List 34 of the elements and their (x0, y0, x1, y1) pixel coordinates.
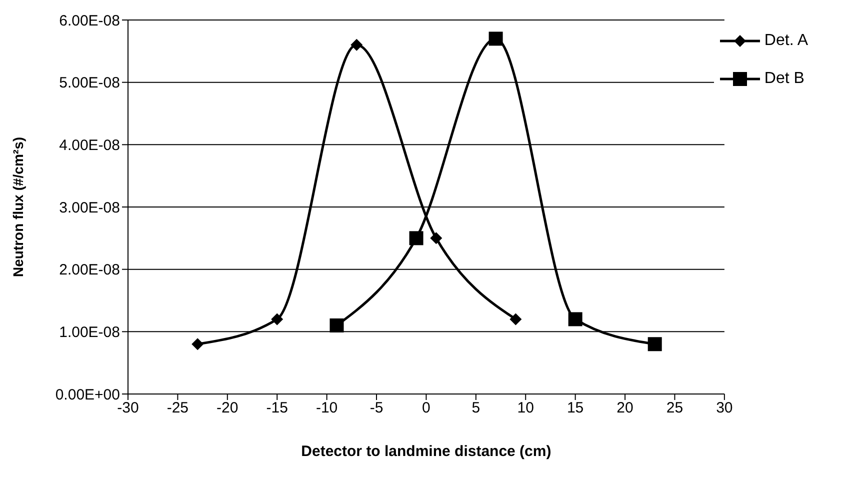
x-tick-label: 20 (616, 400, 634, 417)
y-tick-label: 6.00E-08 (59, 12, 120, 30)
point (330, 318, 344, 332)
point (648, 337, 662, 352)
point (409, 231, 424, 246)
point (510, 313, 522, 326)
x-tick-label: 25 (666, 400, 684, 417)
legend-label: Det B (764, 70, 804, 88)
y-tick-label: 0.00E+00 (55, 386, 120, 404)
x-tick-label: 10 (517, 400, 534, 417)
x-tick-label: -25 (166, 400, 189, 417)
point (488, 32, 503, 46)
point (568, 312, 582, 326)
x-tick-label: 15 (566, 400, 584, 417)
x-tick-label: -5 (370, 400, 384, 417)
legend-label: Det. A (764, 32, 808, 50)
y-tick-label: 4.00E-08 (59, 136, 120, 154)
point (350, 38, 363, 51)
y-tick-label: 2.00E-08 (59, 262, 120, 279)
y-axis-title: Neutron flux (#/cm²s) (10, 136, 26, 278)
x-tick-label: 0 (422, 400, 430, 417)
y-tick-label: 1.00E-08 (59, 324, 120, 341)
y-tick-label: 3.00E-08 (59, 199, 120, 216)
point (271, 313, 284, 326)
point (192, 338, 204, 350)
x-tick-label: -15 (266, 400, 288, 417)
y-tick-label: 5.00E-08 (59, 74, 120, 92)
x-axis-title: Detector to landmine distance (cm) (301, 443, 552, 460)
x-tick-label: 5 (472, 400, 480, 417)
x-tick-label: -30 (117, 400, 139, 417)
x-tick-label: 30 (716, 400, 733, 417)
point (430, 232, 442, 244)
x-tick-label: -20 (216, 400, 238, 417)
x-tick-label: -10 (316, 400, 338, 417)
